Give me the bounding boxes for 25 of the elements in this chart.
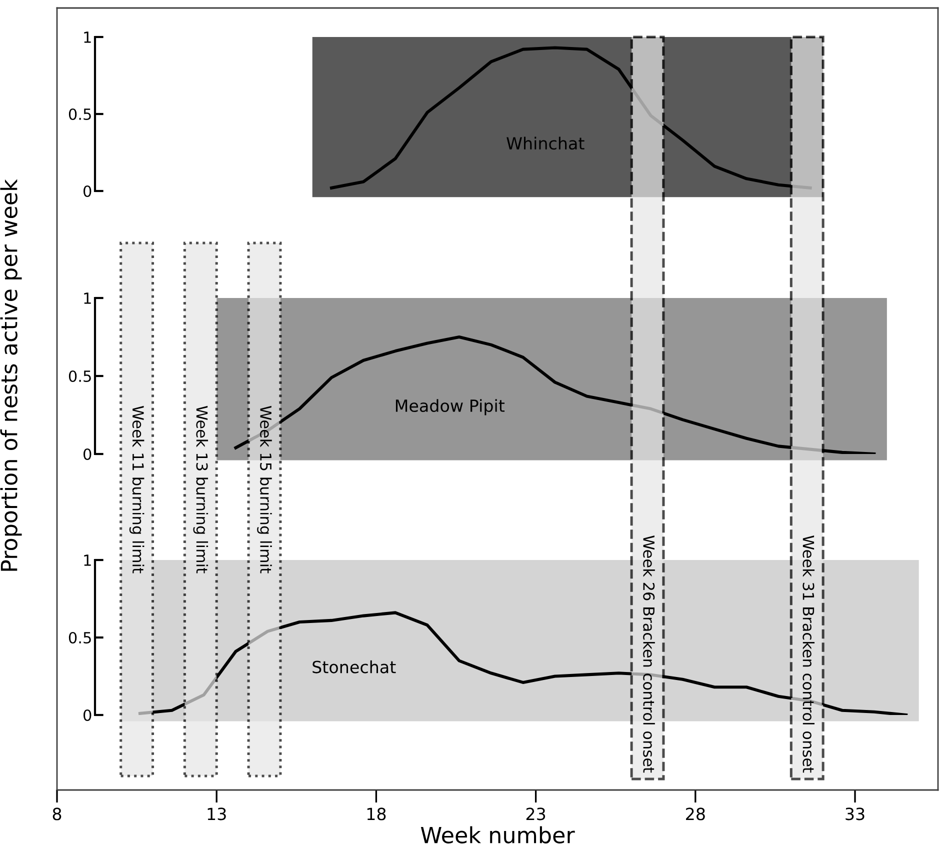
y-tick-label: 1 xyxy=(84,32,91,43)
y-tick-label: 0 xyxy=(84,709,92,722)
y-tick-label: 0.5 xyxy=(68,108,91,120)
band-label: Whinchat xyxy=(506,136,584,150)
x-tick-label: 8 xyxy=(52,808,62,820)
x-tick-label: 33 xyxy=(846,808,864,820)
x-tick-label: 18 xyxy=(367,808,386,820)
y-tick-label: 1 xyxy=(84,292,91,304)
y-tick-label: 0 xyxy=(84,185,92,198)
band-label: Week 31 Bracken control onset xyxy=(802,536,815,773)
band-label: Meadow Pipit xyxy=(396,399,505,416)
y-tick-label: 0.5 xyxy=(68,632,91,644)
band-label: Stonechat xyxy=(312,660,396,674)
band-label: Week 26 Bracken control onset xyxy=(643,536,655,773)
band-label: Week 11 burning limit xyxy=(129,406,144,574)
x-tick-label: 28 xyxy=(686,808,705,820)
y-axis-title: Proportion of nests active per week xyxy=(0,179,22,571)
band-label: Week 13 burning limit xyxy=(193,406,208,574)
y-tick-label: 0.5 xyxy=(68,370,91,382)
x-axis-title: Week number xyxy=(420,826,575,844)
y-tick-label: 0 xyxy=(84,448,92,460)
x-tick-label: 23 xyxy=(526,808,546,820)
y-tick-label: 1 xyxy=(84,554,91,566)
band-label: Week 15 burning limit xyxy=(257,406,272,574)
x-tick-label: 13 xyxy=(208,808,226,820)
